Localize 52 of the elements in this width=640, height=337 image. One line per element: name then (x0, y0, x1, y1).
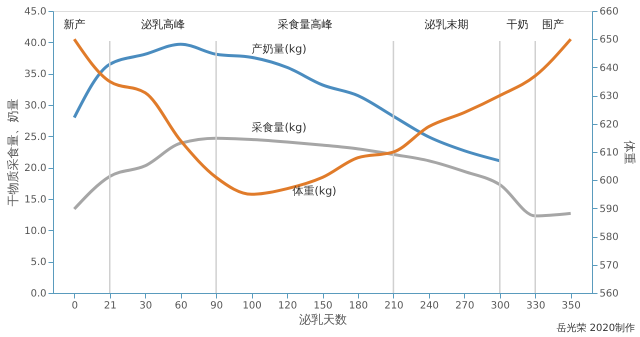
line-series (72, 38, 572, 196)
y-tick-label: 5.0 (30, 257, 46, 268)
x-tick-label: 300 (490, 300, 510, 312)
y2-tick-label: 580 (600, 232, 619, 244)
annotation: 泌乳高峰 (140, 18, 185, 31)
y-tick-label: 0.0 (30, 288, 46, 300)
y2-tick-label: 570 (600, 260, 619, 272)
annotation: 泌乳末期 (424, 18, 469, 31)
y2-tick-label: 600 (600, 176, 619, 187)
x-tick-label: 330 (526, 300, 546, 312)
y2-tick-label: 560 (600, 288, 619, 300)
line-series (72, 136, 572, 218)
series-label: 产奶量(kg) (252, 42, 307, 56)
x-tick-label: 21 (104, 300, 117, 312)
annotation: 干奶 (506, 18, 529, 31)
y-tick-label: 35.0 (24, 69, 46, 80)
x-tick-label: 210 (384, 300, 404, 312)
text: 岳光荣 2020制作 (556, 322, 636, 334)
y-tick-label: 45.0 (24, 6, 46, 18)
y-tick-label: 40.0 (24, 38, 46, 49)
y-tick-label: 20.0 (24, 163, 46, 174)
x-tick-label: 30 (139, 300, 152, 312)
x-tick-label: 350 (562, 300, 581, 312)
series-label: 采食量(kg) (252, 120, 307, 134)
x-tick-label: 180 (348, 300, 368, 312)
y2-tick-label: 620 (600, 119, 619, 130)
x-tick-label: 270 (455, 300, 474, 312)
y-tick-label: 10.0 (24, 226, 46, 237)
y2-tick-label: 660 (600, 6, 619, 18)
x-tick-label: 120 (278, 300, 298, 312)
y-tick-label: 30.0 (24, 100, 46, 112)
x-tick-label: 240 (420, 300, 439, 312)
y2-tick-label: 610 (600, 148, 619, 158)
y2-tick-label: 590 (600, 204, 619, 215)
y2-tick-label: 650 (600, 34, 619, 46)
x-tick-label: 0 (72, 300, 78, 312)
y-tick-label: 15.0 (24, 194, 46, 206)
annotation: 新产 (63, 18, 86, 31)
y-axis-title: 干物质采食量、奶量 (6, 98, 20, 206)
y2-tick-label: 630 (600, 91, 619, 102)
y-tick-label: 25.0 (24, 132, 46, 143)
x-tick-label: 100 (242, 300, 262, 312)
y2-axis-title: 体重 (622, 140, 637, 164)
annotation: 采食量高峰 (277, 18, 332, 31)
series-label: 体重(kg) (292, 184, 336, 198)
x-tick-label: 60 (174, 300, 188, 312)
y2-tick-label: 640 (600, 62, 619, 74)
x-tick-label: 90 (210, 300, 223, 312)
x-tick-label: 150 (313, 300, 333, 312)
x-axis-title: 泌乳天数 (299, 312, 347, 326)
line-series (72, 42, 502, 162)
annotation: 围产 (542, 18, 564, 31)
